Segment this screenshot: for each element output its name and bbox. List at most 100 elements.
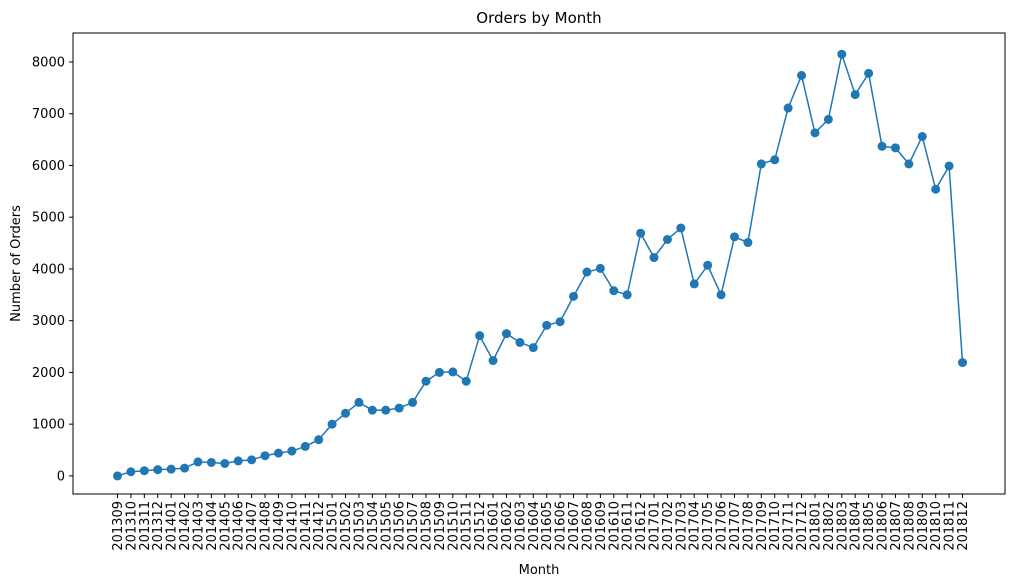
data-point (917, 131, 927, 141)
x-tick-label: 201405 (218, 501, 233, 551)
x-tick-label: 201503 (352, 501, 367, 551)
x-tick-label: 201807 (889, 501, 904, 551)
data-point (327, 419, 337, 429)
x-tick-label: 201505 (379, 501, 394, 551)
x-tick-label: 201801 (808, 501, 823, 551)
x-tick-label: 201809 (916, 501, 931, 551)
x-tick-label: 201511 (460, 501, 475, 551)
x-tick-label: 201711 (782, 501, 797, 551)
data-point (770, 155, 780, 165)
x-tick-label: 201811 (943, 501, 958, 551)
x-axis: 2013092013102013112013122014012014022014… (111, 494, 971, 551)
data-point (810, 128, 820, 138)
data-point (220, 458, 230, 468)
y-tick-label: 4000 (32, 262, 65, 277)
data-point (622, 290, 632, 300)
data-point (555, 317, 565, 327)
x-tick-label: 201707 (728, 501, 743, 551)
data-point (166, 464, 176, 474)
data-point (703, 260, 713, 270)
data-point (381, 405, 391, 415)
x-tick-label: 201701 (648, 501, 663, 551)
data-point (139, 466, 149, 476)
x-tick-label: 201606 (554, 501, 569, 551)
plot-frame (72, 32, 1006, 495)
data-point (233, 456, 243, 466)
data-point (180, 463, 190, 473)
data-point (434, 367, 444, 377)
data-point (260, 451, 270, 461)
data-point (448, 367, 458, 377)
data-point (931, 184, 941, 194)
data-point (716, 290, 726, 300)
data-point (877, 141, 887, 151)
x-tick-label: 201710 (768, 501, 783, 551)
x-tick-label: 201603 (513, 501, 528, 551)
data-point (287, 446, 297, 456)
data-point (394, 403, 404, 413)
x-tick-label: 201808 (902, 501, 917, 551)
data-point (247, 455, 257, 465)
x-tick-label: 201506 (393, 501, 408, 551)
data-point (528, 343, 538, 353)
x-tick-label: 201609 (594, 501, 609, 551)
x-tick-label: 201704 (688, 501, 703, 551)
x-tick-label: 201401 (165, 501, 180, 551)
data-point (783, 103, 793, 113)
data-point (273, 448, 283, 458)
x-tick-label: 201611 (621, 501, 636, 551)
x-tick-label: 201403 (191, 501, 206, 551)
data-point (729, 232, 739, 242)
y-axis-title: Number of Orders (9, 205, 24, 322)
x-tick-label: 201410 (285, 501, 300, 551)
x-tick-label: 201409 (272, 501, 287, 551)
x-tick-label: 201312 (151, 501, 166, 551)
data-point (501, 329, 511, 339)
y-tick-label: 0 (57, 469, 65, 484)
x-tick-label: 201512 (473, 501, 488, 551)
data-point (569, 291, 579, 301)
x-tick-label: 201805 (862, 501, 877, 551)
x-tick-label: 201411 (299, 501, 314, 551)
data-point (300, 441, 310, 451)
series-line (117, 53, 964, 477)
y-tick-label: 3000 (32, 314, 65, 329)
x-tick-label: 201507 (406, 501, 421, 551)
data-point (314, 435, 324, 445)
data-point (756, 159, 766, 169)
x-tick-label: 201510 (446, 501, 461, 551)
x-tick-label: 201802 (822, 501, 837, 551)
x-tick-label: 201412 (312, 501, 327, 551)
data-point (609, 286, 619, 296)
x-tick-label: 201803 (835, 501, 850, 551)
data-point (837, 49, 847, 59)
x-tick-label: 201703 (674, 501, 689, 551)
y-axis: 0 1000 2000 3000 4000 5000 6000 7000 8000 (32, 55, 73, 484)
data-point (408, 397, 418, 407)
x-tick-label: 201610 (607, 501, 622, 551)
data-point (958, 358, 967, 368)
x-tick-label: 201810 (929, 501, 944, 551)
x-tick-label: 201508 (419, 501, 434, 551)
data-point (515, 337, 525, 347)
x-tick-label: 201309 (111, 501, 126, 551)
data-point (153, 465, 163, 475)
x-tick-label: 201601 (487, 501, 502, 551)
x-axis-title: Month (519, 563, 560, 578)
x-tick-label: 201311 (138, 501, 153, 551)
data-point (944, 161, 954, 171)
data-point (354, 397, 364, 407)
x-tick-label: 201608 (580, 501, 595, 551)
x-tick-label: 201605 (540, 501, 555, 551)
chart-title: Orders by Month (476, 9, 601, 27)
x-tick-label: 201702 (661, 501, 676, 551)
data-point (890, 143, 900, 153)
data-point (367, 405, 377, 415)
data-point (488, 356, 498, 366)
x-tick-label: 201712 (795, 501, 810, 551)
x-tick-label: 201705 (701, 501, 716, 551)
x-tick-label: 201509 (433, 501, 448, 551)
data-point (689, 279, 699, 289)
y-tick-label: 6000 (32, 159, 65, 174)
